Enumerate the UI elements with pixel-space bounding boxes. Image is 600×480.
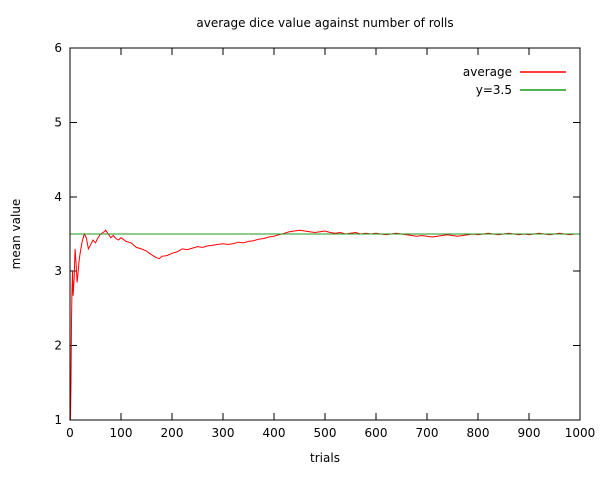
x-tick-label: 1000 xyxy=(565,426,596,440)
y-tick-label: 3 xyxy=(54,264,62,278)
y-tick-label: 6 xyxy=(54,41,62,55)
y-axis-label: mean value xyxy=(9,199,23,270)
legend: average y=3.5 xyxy=(463,65,566,97)
legend-label-y35: y=3.5 xyxy=(476,83,512,97)
plot-dynamic-layer: 0 100 200 300 400 500 600 700 800 900 1000 1 2 3 4 5 6 xyxy=(54,41,595,440)
y-tick-label: 5 xyxy=(54,115,62,129)
y-tick-label: 4 xyxy=(54,190,62,204)
x-tick-label: 900 xyxy=(518,426,541,440)
plot-border xyxy=(69,47,581,421)
chart-title: average dice value against number of rol… xyxy=(196,16,453,30)
y-tick-label: 2 xyxy=(54,339,62,353)
x-tick-label: 800 xyxy=(467,426,490,440)
x-tick-label: 100 xyxy=(110,426,133,440)
x-tick-label: 400 xyxy=(263,426,286,440)
legend-label-average: average xyxy=(463,65,512,79)
series-line-average xyxy=(70,229,580,421)
x-tick-label: 500 xyxy=(314,426,337,440)
x-tick-label: 300 xyxy=(212,426,235,440)
y-tick-label: 1 xyxy=(54,413,62,427)
x-tick-label: 600 xyxy=(365,426,388,440)
x-tick-label: 700 xyxy=(416,426,439,440)
x-tick-label: 0 xyxy=(66,426,74,440)
x-tick-label: 200 xyxy=(161,426,184,440)
x-axis-label: trials xyxy=(310,451,340,465)
